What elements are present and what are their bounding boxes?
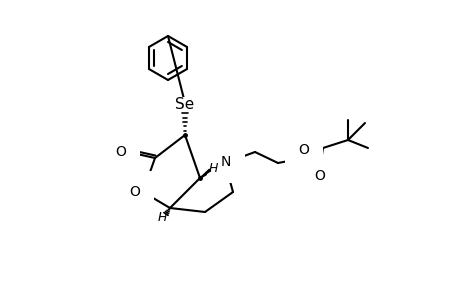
Text: O: O [129, 185, 140, 199]
Text: O: O [298, 143, 309, 157]
Text: N: N [220, 155, 231, 169]
Polygon shape [200, 169, 210, 178]
Text: O: O [314, 169, 325, 183]
Text: O: O [115, 145, 126, 159]
Text: H: H [208, 161, 217, 175]
Text: H: H [157, 212, 166, 224]
Text: Se: Se [175, 97, 194, 112]
